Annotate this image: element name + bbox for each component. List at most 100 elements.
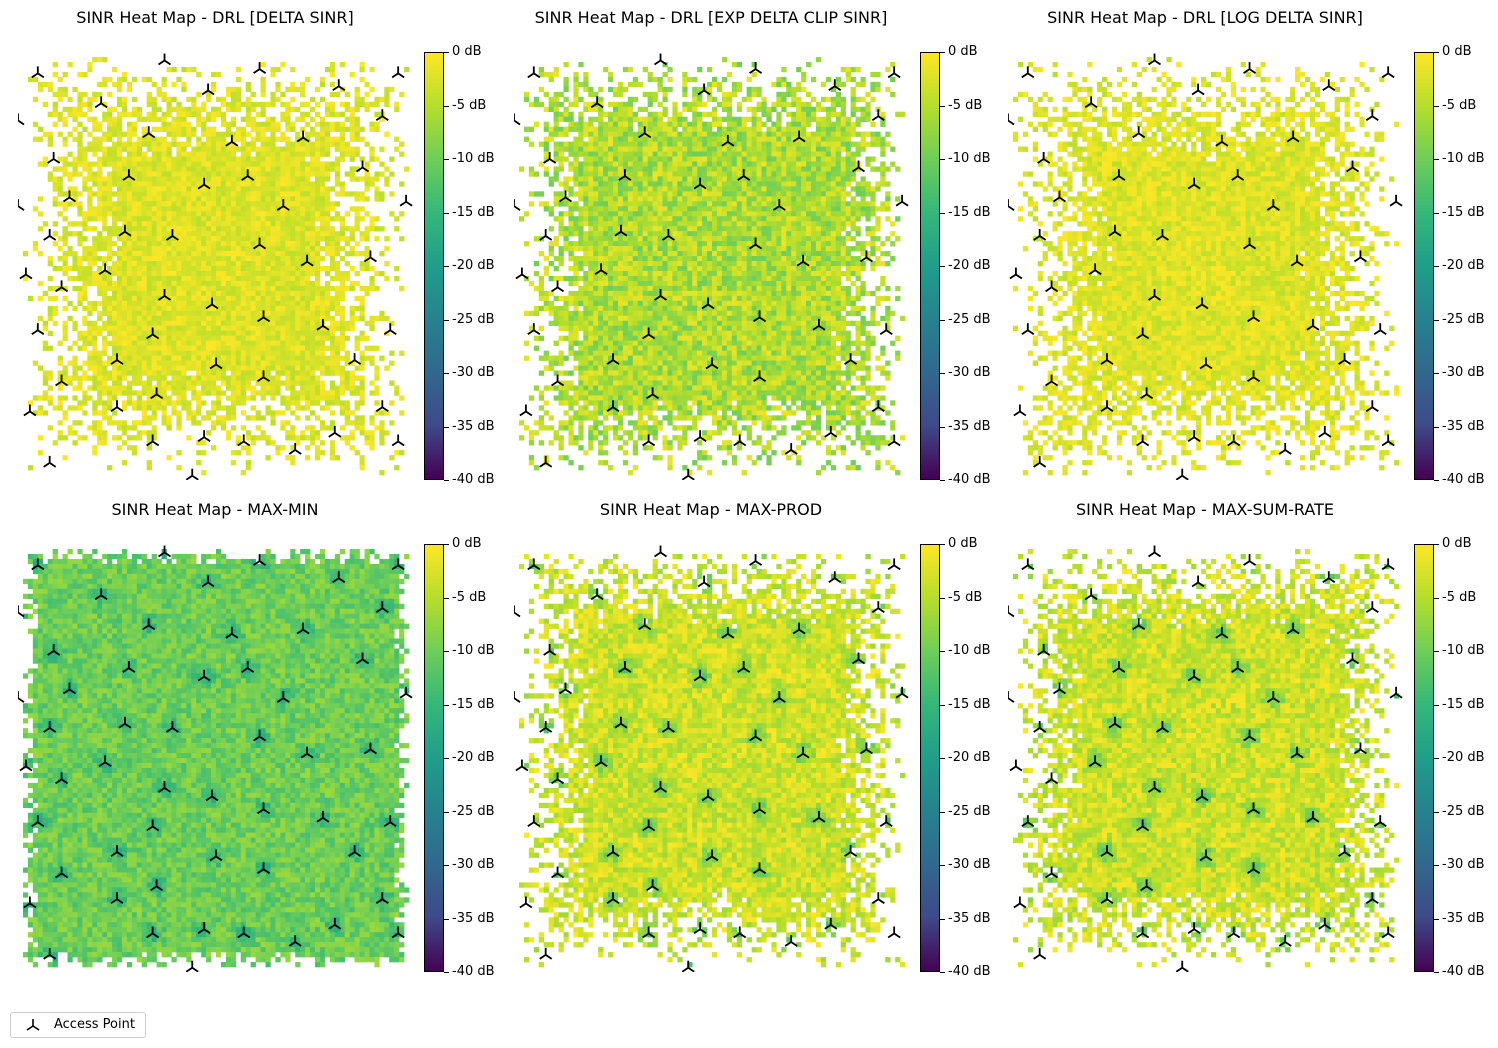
access-point-marker <box>1191 83 1205 96</box>
access-point-marker <box>871 892 885 904</box>
access-point-marker <box>1008 605 1015 618</box>
colorbar-tick <box>1434 266 1439 267</box>
colorbar-tick-label: -10 dB <box>452 152 495 166</box>
access-point-marker <box>1132 618 1146 631</box>
access-point-marker <box>62 682 76 695</box>
access-point-marker <box>543 152 557 164</box>
access-point-marker <box>201 83 215 96</box>
access-point-marker <box>165 721 179 733</box>
access-point-marker <box>514 199 521 211</box>
colorbar-tick-label: -25 dB <box>948 312 991 327</box>
legend-label: Access Point <box>54 1017 135 1032</box>
heatmap-cells <box>22 548 410 968</box>
access-point-marker <box>253 729 267 742</box>
access-point-marker <box>1100 845 1114 857</box>
colorbar-tick-label: -15 dB <box>1442 205 1485 220</box>
access-point-marker <box>146 327 160 340</box>
access-point-marker <box>618 169 632 181</box>
access-point-marker <box>197 430 211 442</box>
colorbar-tick-label: -25 dB <box>452 804 495 819</box>
access-point-marker <box>527 323 541 335</box>
access-point-marker <box>98 755 112 768</box>
colorbar-tick-label: -15 dB <box>948 697 991 712</box>
access-point-marker <box>642 327 656 340</box>
access-point-marker <box>1084 96 1098 109</box>
access-point-marker <box>257 802 271 815</box>
access-point-marker <box>681 468 695 480</box>
access-point-marker <box>721 134 735 147</box>
colorbar-tick <box>940 426 945 428</box>
access-point-marker <box>1381 558 1395 571</box>
colorbar-tick-label: -30 dB <box>1442 858 1485 872</box>
access-point-marker <box>606 400 620 412</box>
colorbar-tick-label: -20 dB <box>948 259 991 273</box>
colorbar-tick <box>444 319 449 321</box>
colorbar-tick-label: -5 dB <box>1442 98 1476 113</box>
colorbar-tick <box>444 918 449 920</box>
access-point-marker <box>887 558 901 571</box>
colorbar-tick <box>940 704 945 706</box>
access-point-marker <box>1021 323 1035 335</box>
access-point-marker <box>300 254 314 267</box>
colorbar-tick <box>940 651 945 652</box>
heatmap-cells <box>518 56 906 476</box>
access-point-marker <box>646 387 660 400</box>
panel-title: SINR Heat Map - DRL [DELTA SINR] <box>0 8 430 27</box>
access-point-marker <box>18 199 25 211</box>
colorbar <box>424 544 444 972</box>
access-point-marker <box>276 199 290 211</box>
access-point-marker <box>1286 622 1300 635</box>
access-point-marker <box>697 83 711 96</box>
colorbar-tick <box>444 105 449 107</box>
heatmap-panel: SINR Heat Map - DRL [EXP DELTA CLIP SINR… <box>496 0 995 492</box>
colorbar-tick-label: -10 dB <box>948 644 991 658</box>
access-point-marker <box>871 109 885 121</box>
access-point-marker <box>1346 652 1360 665</box>
heatmap-plot <box>514 545 909 972</box>
access-point-marker <box>824 425 838 438</box>
access-point-marker <box>527 815 541 827</box>
access-point-marker <box>1381 66 1395 79</box>
access-point-marker <box>1215 134 1229 147</box>
colorbar-tick-label: -10 dB <box>948 152 991 166</box>
colorbar-tick-label: -35 dB <box>1442 911 1485 926</box>
colorbar-tick <box>940 918 945 920</box>
access-point-marker <box>391 926 405 939</box>
access-point-marker <box>158 288 172 301</box>
access-point-marker <box>363 742 377 755</box>
colorbar-tick <box>940 865 945 866</box>
access-point-marker <box>1306 318 1320 331</box>
access-point-marker <box>1140 387 1154 400</box>
access-point-marker <box>871 400 885 412</box>
access-point-marker <box>590 96 604 109</box>
access-point-marker <box>1008 113 1015 126</box>
colorbar-tick <box>1434 159 1439 160</box>
access-point-marker <box>1290 254 1304 267</box>
colorbar-tick <box>444 758 449 759</box>
access-point-marker <box>237 926 251 939</box>
access-point-marker <box>257 370 271 383</box>
access-point-marker <box>363 250 377 263</box>
colorbar-tick-label: 0 dB <box>452 537 482 551</box>
access-point-marker <box>146 819 160 832</box>
access-point-marker <box>784 935 798 947</box>
access-point-marker <box>1045 772 1059 785</box>
access-point-marker <box>276 691 290 703</box>
access-point-marker <box>590 588 604 601</box>
access-point-marker <box>1021 558 1035 571</box>
access-point-marker <box>158 53 172 66</box>
panel-title: SINR Heat Map - DRL [LOG DELTA SINR] <box>990 8 1420 27</box>
panel-title: SINR Heat Map - MAX-SUM-RATE <box>990 500 1420 519</box>
access-point-marker <box>661 721 675 733</box>
access-point-marker <box>733 926 747 939</box>
heatmap-plot <box>1008 53 1403 480</box>
access-point-marker <box>1187 430 1201 442</box>
colorbar-tick <box>1434 918 1439 920</box>
colorbar-tick-label: -30 dB <box>452 366 495 380</box>
panel-title: SINR Heat Map - DRL [EXP DELTA CLIP SINR… <box>496 8 926 27</box>
access-point-marker <box>772 691 786 703</box>
colorbar-tick <box>940 758 945 759</box>
access-point-marker <box>1084 588 1098 601</box>
access-point-marker <box>515 759 529 772</box>
colorbar-tick <box>1434 597 1439 599</box>
